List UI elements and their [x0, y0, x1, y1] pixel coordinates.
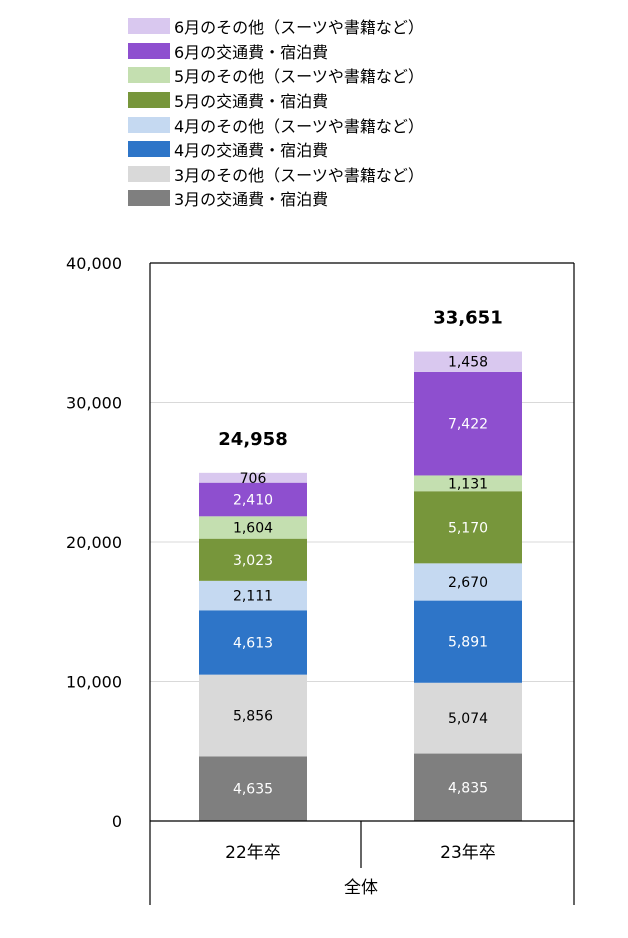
- data-label: 3,023: [233, 553, 273, 569]
- legend-label: 4月の交通費・宿泊費: [174, 141, 329, 161]
- data-label: 5,856: [233, 708, 273, 724]
- data-label: 2,670: [448, 575, 488, 591]
- y-tick-label: 20,000: [66, 533, 122, 552]
- legend-item: 3月の交通費・宿泊費: [128, 186, 424, 211]
- bar-segment: [199, 756, 307, 821]
- total-label: 33,651: [433, 308, 502, 329]
- bar-segment: [414, 475, 522, 492]
- legend-swatch: [128, 141, 170, 158]
- data-label: 706: [240, 471, 267, 487]
- group-label: 全体: [344, 878, 378, 898]
- x-tick-label: 22年卒: [225, 843, 281, 863]
- data-label: 2,410: [233, 492, 273, 508]
- legend-swatch: [128, 165, 170, 182]
- total-label: 24,958: [218, 429, 287, 450]
- legend-swatch: [128, 190, 170, 207]
- legend-label: 6月のその他（スーツや書籍など）: [174, 18, 424, 38]
- bar-segment: [199, 482, 307, 517]
- bar-segment: [199, 516, 307, 539]
- legend-swatch: [128, 42, 170, 59]
- bar-segment: [199, 472, 307, 483]
- legend-swatch: [128, 92, 170, 109]
- data-label: 1,131: [448, 476, 488, 492]
- bar-segment: [414, 371, 522, 476]
- data-label: 4,835: [448, 780, 488, 796]
- legend-item: 3月のその他（スーツや書籍など）: [128, 162, 424, 187]
- y-tick-label: 0: [112, 812, 122, 831]
- legend-label: 6月の交通費・宿泊費: [174, 42, 329, 62]
- bar-segment: [414, 563, 522, 601]
- legend: 6月のその他（スーツや書籍など） 6月の交通費・宿泊費 5月のその他（スーツや書籍な…: [128, 14, 424, 211]
- legend-item: 5月の交通費・宿泊費: [128, 88, 424, 113]
- bar-segment: [414, 600, 522, 683]
- bar-segment: [199, 538, 307, 581]
- legend-label: 4月のその他（スーツや書籍など）: [174, 116, 424, 136]
- legend-label: 5月のその他（スーツや書籍など）: [174, 67, 424, 87]
- bar-segment: [414, 491, 522, 564]
- data-label: 4,613: [233, 635, 273, 651]
- bar-segment: [414, 682, 522, 754]
- x-tick-label: 23年卒: [440, 843, 496, 863]
- data-label: 7,422: [448, 417, 488, 433]
- data-label: 1,458: [448, 355, 488, 371]
- data-label: 4,635: [233, 782, 273, 798]
- bar-segment: [414, 351, 522, 372]
- legend-item: 5月のその他（スーツや書籍など）: [128, 63, 424, 88]
- y-tick-label: 10,000: [66, 673, 122, 692]
- legend-item: 6月のその他（スーツや書籍など）: [128, 14, 424, 39]
- bar-segment: [414, 753, 522, 821]
- bar-segment: [199, 610, 307, 675]
- bar-segment: [199, 580, 307, 611]
- legend-item: 4月のその他（スーツや書籍など）: [128, 112, 424, 137]
- y-tick-label: 40,000: [66, 254, 122, 273]
- legend-swatch: [128, 67, 170, 84]
- data-label: 5,074: [448, 711, 488, 727]
- bar-segment: [199, 674, 307, 757]
- legend-label: 5月の交通費・宿泊費: [174, 92, 329, 112]
- legend-label: 3月のその他（スーツや書籍など）: [174, 165, 424, 185]
- data-label: 5,891: [448, 635, 488, 651]
- legend-label: 3月の交通費・宿泊費: [174, 190, 329, 210]
- data-label: 2,111: [233, 589, 273, 605]
- legend-item: 6月の交通費・宿泊費: [128, 39, 424, 64]
- data-label: 1,604: [233, 520, 273, 536]
- data-label: 5,170: [448, 520, 488, 536]
- legend-item: 4月の交通費・宿泊費: [128, 137, 424, 162]
- legend-swatch: [128, 18, 170, 35]
- legend-swatch: [128, 116, 170, 133]
- y-tick-label: 30,000: [66, 394, 122, 413]
